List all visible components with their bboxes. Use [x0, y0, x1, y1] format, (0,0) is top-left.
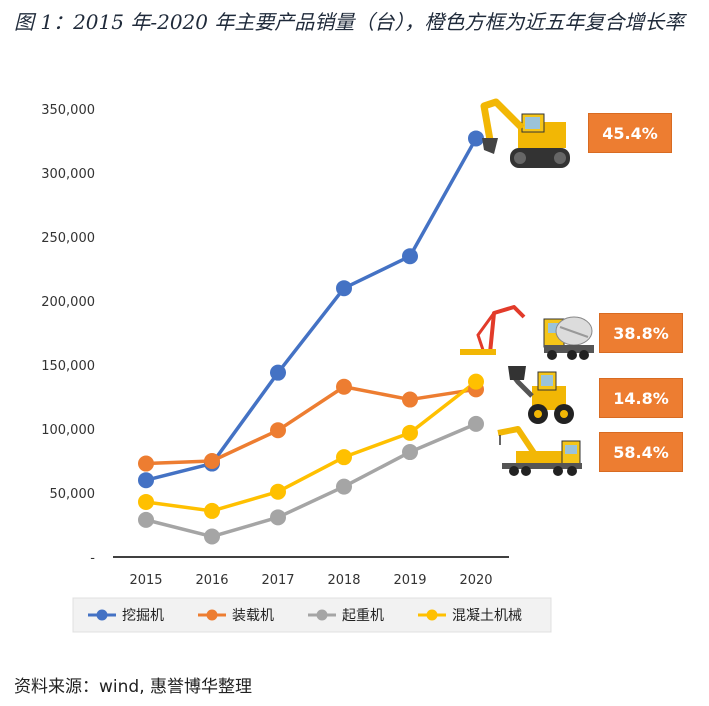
crane-truck-icon — [497, 426, 582, 476]
data-point — [138, 455, 154, 472]
data-point — [270, 509, 286, 526]
data-point — [204, 502, 220, 519]
data-point — [138, 511, 154, 528]
data-point — [336, 478, 352, 495]
legend: 挖掘机 装载机 起重机 混凝土机械 — [88, 608, 522, 624]
data-point — [468, 130, 484, 147]
x-tick-label: 2016 — [195, 573, 228, 588]
legend-label: 混凝土机械 — [452, 608, 522, 624]
cagr-label-crane: 58.4% — [599, 432, 683, 472]
x-tick-label: 2015 — [129, 573, 162, 588]
y-tick-label: 250,000 — [41, 231, 95, 246]
data-point — [270, 483, 286, 500]
series-line — [144, 385, 478, 466]
series-lines — [144, 136, 478, 539]
y-tick-label: - — [90, 551, 95, 566]
legend-label: 挖掘机 — [122, 608, 164, 624]
y-tick-label: 50,000 — [50, 487, 96, 502]
series-line — [144, 422, 478, 539]
data-point — [402, 444, 418, 461]
series-line — [144, 379, 478, 513]
data-point — [204, 528, 220, 545]
cagr-label-concrete-machinery: 38.8% — [599, 313, 683, 353]
legend-label: 起重机 — [342, 608, 384, 624]
x-axis-tick-labels: 2015 2016 2017 2018 2019 2020 — [129, 573, 492, 588]
data-point — [402, 248, 418, 265]
series-points — [138, 130, 484, 545]
concrete-pump-truck-icon — [460, 305, 594, 360]
y-axis-tick-labels: - 50,000 100,000 150,000 200,000 250,000 300,0… — [41, 103, 95, 566]
y-tick-label: 300,000 — [41, 167, 95, 182]
data-point — [270, 364, 286, 381]
cagr-label-loader: 14.8% — [599, 378, 683, 418]
data-point — [402, 424, 418, 441]
data-point — [138, 472, 154, 489]
y-tick-label: 200,000 — [41, 295, 95, 310]
x-tick-label: 2017 — [261, 573, 294, 588]
data-point — [138, 493, 154, 510]
y-tick-label: 350,000 — [41, 103, 95, 118]
legend-marker — [206, 609, 218, 621]
x-tick-label: 2020 — [459, 573, 492, 588]
wheel-loader-icon — [508, 366, 574, 424]
legend-label: 装载机 — [232, 608, 274, 624]
data-point — [270, 422, 286, 439]
data-point — [204, 453, 220, 469]
data-point — [336, 449, 352, 466]
legend-marker — [316, 609, 328, 621]
data-point — [468, 373, 484, 390]
x-tick-label: 2019 — [393, 573, 426, 588]
y-tick-label: 150,000 — [41, 359, 95, 374]
data-point — [336, 280, 352, 297]
data-point — [468, 415, 484, 432]
excavator-icon — [480, 98, 570, 168]
y-tick-label: 100,000 — [41, 423, 95, 438]
x-tick-label: 2018 — [327, 573, 360, 588]
data-point — [336, 378, 352, 395]
data-point — [402, 391, 418, 408]
figure-title: 图 1：2015 年-2020 年主要产品销量（台），橙色方框为近五年复合增长率 — [14, 10, 685, 34]
legend-marker — [426, 609, 438, 621]
series-line — [144, 136, 478, 482]
source-note: 资料来源：wind, 惠誉博华整理 — [14, 677, 252, 697]
legend-marker — [96, 609, 108, 621]
cagr-label-excavator: 45.4% — [588, 113, 672, 153]
